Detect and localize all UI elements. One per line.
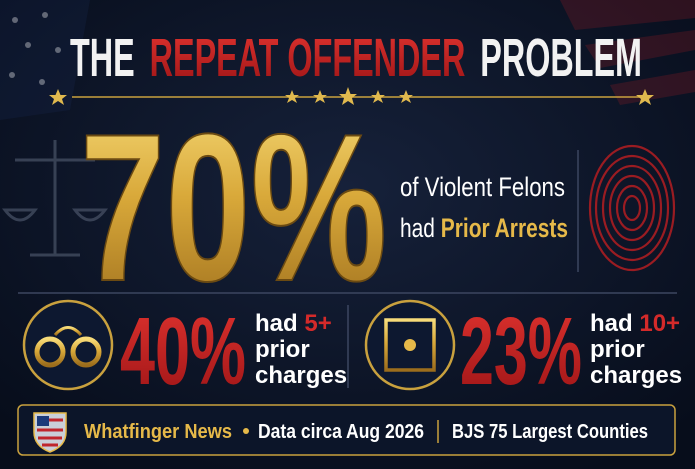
title-part: PROBLEM	[480, 28, 642, 88]
stat-line: prior	[590, 336, 645, 363]
footer-reference: BJS 75 Largest Counties	[452, 421, 648, 443]
ridge	[608, 174, 656, 242]
star	[39, 79, 45, 85]
stat-highlight: 5+	[304, 310, 331, 337]
star	[399, 90, 413, 103]
title-highlight: REPEAT OFFENDER	[150, 28, 466, 88]
footer-date: Data circa Aug 2026	[258, 421, 424, 443]
separator-dot	[243, 428, 249, 434]
cuff	[70, 336, 102, 368]
stat-line: charges	[255, 362, 347, 389]
ridge	[594, 154, 670, 262]
fingerprint-icon	[588, 144, 676, 272]
shield-canton	[37, 416, 49, 426]
star	[25, 42, 31, 48]
stat-value: 40%	[120, 298, 246, 405]
footer-source: Whatfinger News	[84, 421, 232, 443]
stat-line: prior	[255, 336, 310, 363]
star	[285, 90, 299, 103]
stripe	[585, 30, 695, 68]
headline-prefix: had	[400, 213, 435, 243]
star	[636, 89, 654, 105]
headline-highlight: Prior Arrests	[441, 213, 568, 243]
star	[12, 17, 18, 23]
ridge	[588, 144, 676, 272]
star	[55, 47, 61, 53]
ridge	[622, 194, 642, 222]
star	[339, 87, 357, 105]
headline-line: of Violent Felons	[400, 172, 565, 202]
ridge	[601, 164, 663, 252]
stat-line: charges	[590, 362, 682, 389]
title: THE REPEAT OFFENDER PROBLEM	[70, 28, 642, 88]
title-part: THE	[70, 28, 135, 88]
star	[313, 90, 327, 103]
stat-highlight: 10+	[639, 310, 680, 337]
star	[49, 89, 67, 105]
stat-prefix: had	[255, 310, 298, 337]
flag-stars	[9, 12, 61, 85]
footer-box	[17, 404, 676, 456]
title-stars	[49, 87, 654, 105]
stat-line: had 10+	[590, 310, 680, 337]
headline-line: had Prior Arrests	[400, 213, 568, 243]
flag-canton	[0, 0, 90, 120]
stripe	[560, 0, 695, 30]
icon-ring	[22, 299, 114, 391]
star	[371, 90, 385, 103]
stat-value: 23%	[460, 298, 582, 405]
cuff	[34, 336, 66, 368]
scale-pans	[1, 208, 109, 222]
chain	[53, 326, 83, 337]
handcuffs-icon	[34, 326, 102, 368]
prisoner	[404, 339, 416, 351]
headline-stat: 70%	[80, 90, 387, 325]
scales-icon	[1, 140, 109, 257]
stat-line: had 5+	[255, 310, 332, 337]
stat-prefix: had	[590, 310, 633, 337]
ridge	[615, 184, 649, 232]
shield-stripes	[37, 418, 63, 447]
star	[9, 72, 15, 78]
star	[42, 12, 48, 18]
